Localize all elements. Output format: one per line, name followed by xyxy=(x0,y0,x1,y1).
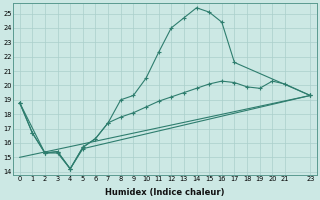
X-axis label: Humidex (Indice chaleur): Humidex (Indice chaleur) xyxy=(105,188,225,197)
